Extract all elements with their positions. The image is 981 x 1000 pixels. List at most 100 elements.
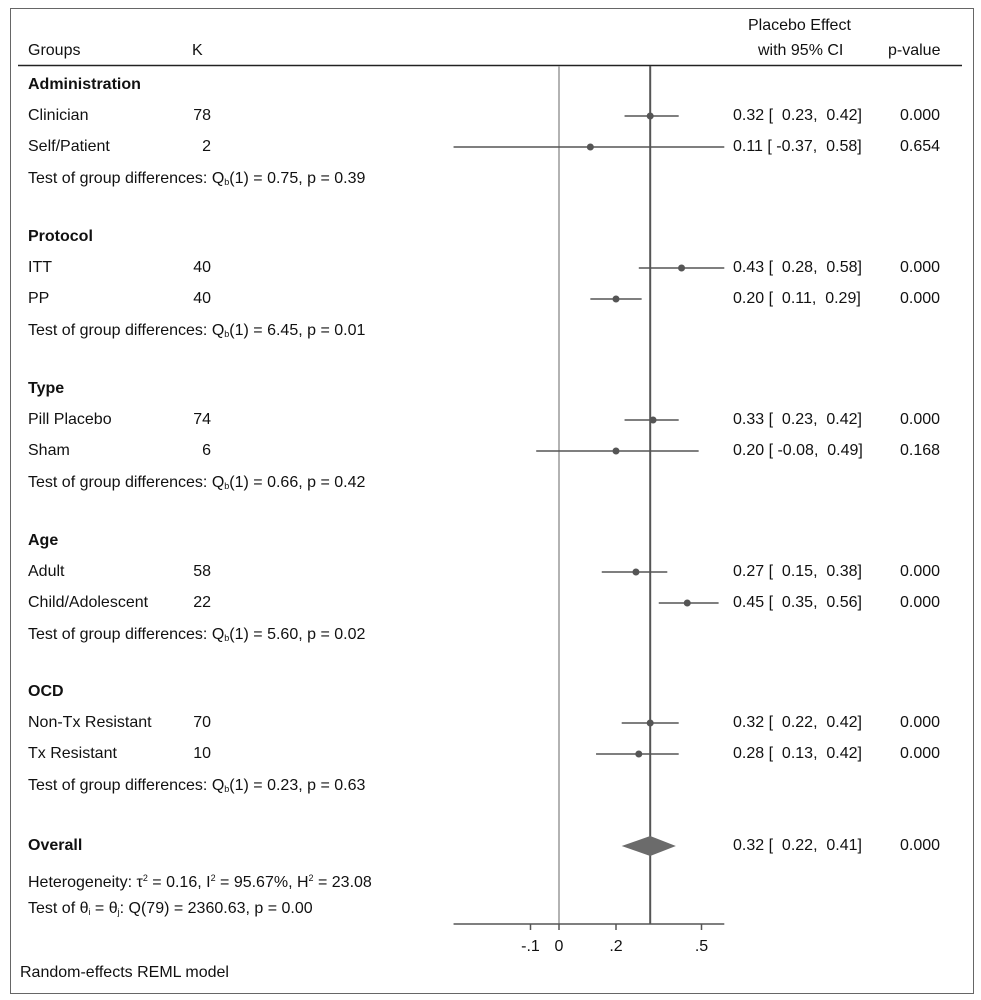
header-pvalue: p-value: [888, 42, 941, 59]
subgroup-effect-ci: 0.32 [ 0.22, 0.42]: [733, 714, 862, 731]
subgroup-label: ITT: [28, 259, 52, 276]
test-text: (1) = 6.45, p = 0.01: [229, 322, 366, 339]
test-subscript: b: [224, 481, 230, 491]
test-text: (1) = 5.60, p = 0.02: [229, 626, 366, 643]
overall-heading: Overall: [28, 837, 83, 854]
group-heading: Type: [28, 380, 65, 397]
group-heading: Protocol: [28, 228, 93, 245]
subgroup-pvalue: 0.000: [900, 411, 941, 428]
test-text: Test of group differences: Q: [28, 626, 225, 643]
effect-marker: [612, 295, 620, 303]
het-sup: 2: [308, 873, 314, 883]
x-tick-label: .5: [694, 938, 709, 955]
het-text: = 0.16, I: [147, 874, 211, 891]
theta-text: = θ: [90, 900, 118, 917]
test-text: Test of group differences: Q: [28, 170, 225, 187]
subgroup-label: Sham: [28, 442, 70, 459]
overall-pvalue: 0.000: [900, 837, 941, 854]
subgroup-label: Child/Adolescent: [28, 594, 149, 611]
test-text: Test of group differences: Q: [28, 777, 225, 794]
header-k: K: [192, 42, 203, 59]
effect-marker: [632, 568, 640, 576]
theta-sub: i: [88, 907, 91, 917]
group-heading: OCD: [28, 683, 64, 700]
test-subscript: b: [224, 784, 230, 794]
group-difference-test: Test of group differences: Qb(1) = 0.75,…: [28, 170, 365, 191]
test-text: (1) = 0.23, p = 0.63: [229, 777, 366, 794]
subgroup-pvalue: 0.000: [900, 594, 941, 611]
het-sup: 2: [142, 873, 148, 883]
subgroup-effect-ci: 0.20 [ 0.11, 0.29]: [733, 290, 861, 307]
theta-test: Test of θi = θj: Q(79) = 2360.63, p = 0.…: [28, 900, 313, 921]
subgroup-effect-ci: 0.20 [ -0.08, 0.49]: [733, 442, 863, 459]
subgroup-effect-ci: 0.33 [ 0.23, 0.42]: [733, 411, 862, 428]
effect-marker: [646, 719, 654, 727]
test-text: (1) = 0.66, p = 0.42: [229, 474, 366, 491]
subgroup-effect-ci: 0.43 [ 0.28, 0.58]: [733, 259, 862, 276]
subgroup-label: Clinician: [28, 107, 89, 124]
effect-marker: [678, 264, 686, 272]
effect-marker: [586, 143, 594, 151]
header-effect-line1: Placebo Effect: [748, 17, 851, 34]
subgroup-k: 70: [193, 714, 211, 731]
footer-model-note: Random-effects REML model: [20, 964, 229, 981]
test-subscript: b: [224, 329, 230, 339]
effect-marker: [649, 416, 657, 424]
subgroup-effect-ci: 0.11 [ -0.37, 0.58]: [733, 138, 862, 155]
subgroup-label: Pill Placebo: [28, 411, 112, 428]
subgroup-effect-ci: 0.27 [ 0.15, 0.38]: [733, 563, 862, 580]
overall-effect-ci: 0.32 [ 0.22, 0.41]: [733, 837, 862, 854]
het-text: = 23.08: [313, 874, 372, 891]
het-sup: 2: [210, 873, 216, 883]
theta-sub: j: [117, 907, 120, 917]
subgroup-pvalue: 0.000: [900, 107, 941, 124]
subgroup-pvalue: 0.000: [900, 259, 941, 276]
test-subscript: b: [224, 633, 230, 643]
group-difference-test: Test of group differences: Qb(1) = 6.45,…: [28, 322, 365, 343]
subgroup-k: 6: [202, 442, 211, 459]
group-difference-test: Test of group differences: Qb(1) = 0.66,…: [28, 474, 365, 495]
subgroup-effect-ci: 0.32 [ 0.23, 0.42]: [733, 107, 862, 124]
subgroup-pvalue: 0.168: [900, 442, 941, 459]
subgroup-label: Non-Tx Resistant: [28, 714, 152, 731]
x-tick-label: .2: [609, 938, 623, 955]
group-difference-test: Test of group differences: Qb(1) = 0.23,…: [28, 777, 365, 798]
subgroup-k: 58: [193, 563, 211, 580]
test-text: Test of group differences: Q: [28, 322, 225, 339]
subgroup-label: Tx Resistant: [28, 745, 117, 762]
header-groups: Groups: [28, 42, 81, 59]
het-text: = 95.67%, H: [215, 874, 309, 891]
x-tick-label: 0: [554, 938, 564, 955]
subgroup-k: 40: [193, 290, 211, 307]
subgroup-pvalue: 0.000: [900, 563, 941, 580]
subgroup-k: 22: [193, 594, 211, 611]
test-subscript: b: [224, 177, 230, 187]
theta-text: : Q(79) = 2360.63, p = 0.00: [119, 900, 313, 917]
subgroup-label: Self/Patient: [28, 138, 110, 155]
subgroup-effect-ci: 0.45 [ 0.35, 0.56]: [733, 594, 862, 611]
subgroup-pvalue: 0.000: [900, 745, 941, 762]
subgroup-k: 78: [193, 107, 211, 124]
group-heading: Age: [28, 532, 59, 549]
subgroup-k: 40: [193, 259, 211, 276]
effect-marker: [635, 750, 643, 758]
test-text: Test of group differences: Q: [28, 474, 225, 491]
group-heading: Administration: [28, 76, 141, 93]
subgroup-label: PP: [28, 290, 50, 307]
subgroup-pvalue: 0.000: [900, 714, 941, 731]
effect-marker: [683, 599, 691, 607]
subgroup-effect-ci: 0.28 [ 0.13, 0.42]: [733, 745, 862, 762]
subgroup-label: Adult: [28, 563, 65, 580]
overall-diamond: [621, 836, 676, 856]
effect-marker: [612, 447, 620, 455]
subgroup-pvalue: 0.654: [900, 138, 941, 155]
x-tick-label: -.1: [521, 938, 540, 955]
subgroup-k: 10: [193, 745, 211, 762]
subgroup-k: 74: [193, 411, 211, 428]
header-effect-line2: with 95% CI: [758, 42, 844, 59]
subgroup-pvalue: 0.000: [900, 290, 941, 307]
het-text: Heterogeneity: τ: [28, 874, 143, 891]
heterogeneity-stats: Heterogeneity: τ2 = 0.16, I2 = 95.67%, H…: [28, 869, 372, 892]
